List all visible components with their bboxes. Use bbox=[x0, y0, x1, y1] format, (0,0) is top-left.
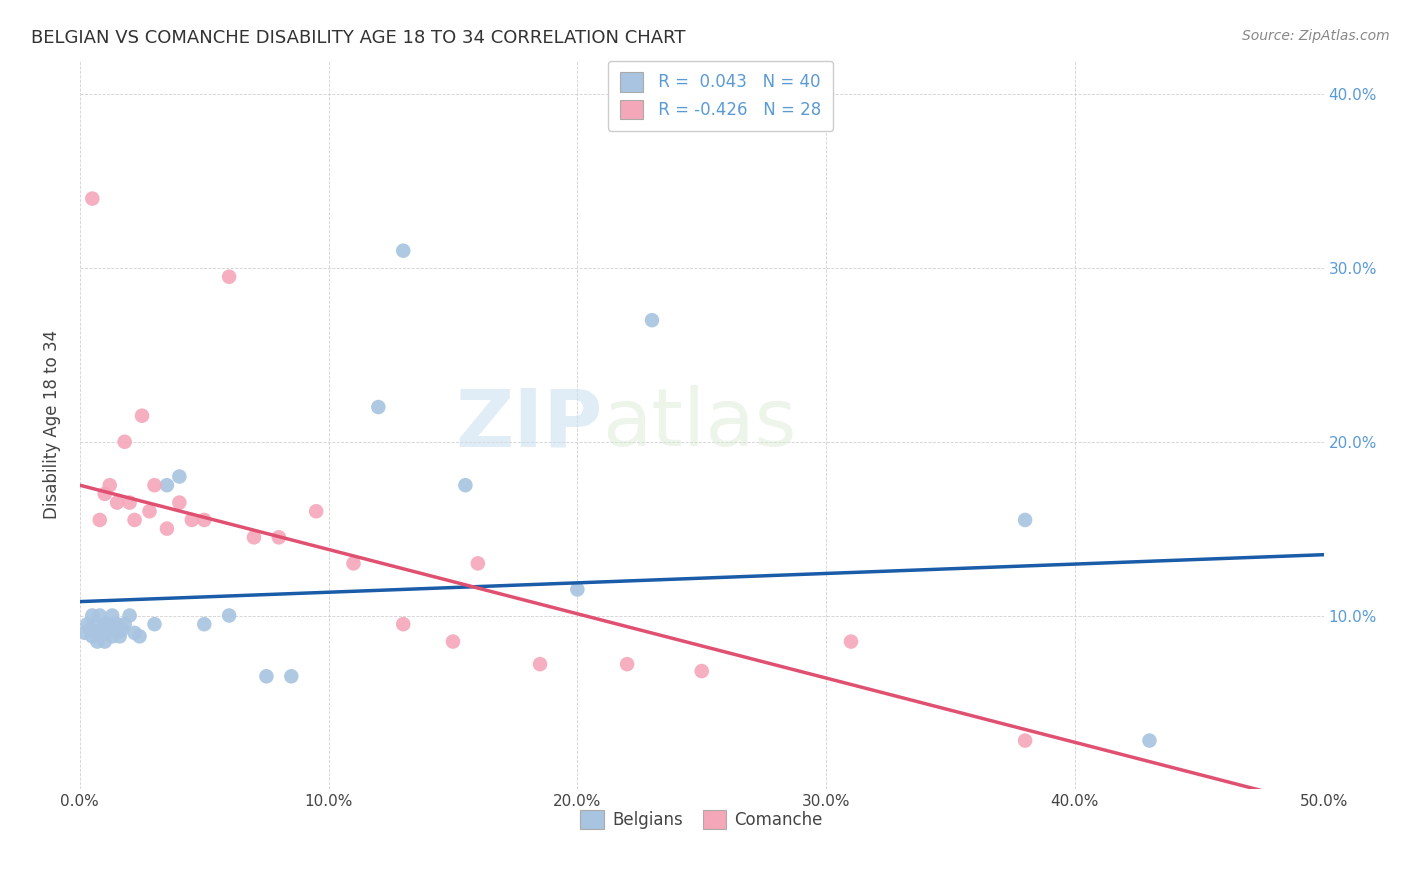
Point bbox=[118, 608, 141, 623]
Point bbox=[82, 629, 104, 643]
Point bbox=[280, 669, 302, 683]
Point bbox=[180, 513, 202, 527]
Point bbox=[105, 617, 128, 632]
Point bbox=[193, 617, 215, 632]
Point bbox=[93, 634, 115, 648]
Point bbox=[567, 582, 589, 597]
Point bbox=[1139, 733, 1161, 747]
Point bbox=[367, 400, 389, 414]
Point bbox=[193, 513, 215, 527]
Point bbox=[441, 634, 464, 648]
Text: BELGIAN VS COMANCHE DISABILITY AGE 18 TO 34 CORRELATION CHART: BELGIAN VS COMANCHE DISABILITY AGE 18 TO… bbox=[31, 29, 686, 46]
Point bbox=[82, 192, 104, 206]
Point bbox=[76, 617, 98, 632]
Point bbox=[93, 625, 115, 640]
Point bbox=[93, 487, 115, 501]
Point bbox=[128, 629, 150, 643]
Point bbox=[267, 530, 290, 544]
Point bbox=[218, 608, 240, 623]
Point bbox=[105, 625, 128, 640]
Point bbox=[73, 625, 96, 640]
Point bbox=[82, 608, 104, 623]
Point bbox=[143, 617, 166, 632]
Point bbox=[114, 434, 136, 449]
Point bbox=[392, 617, 415, 632]
Text: ZIP: ZIP bbox=[456, 385, 602, 464]
Point bbox=[169, 469, 191, 483]
Point bbox=[79, 623, 101, 637]
Point bbox=[342, 557, 364, 571]
Point bbox=[392, 244, 415, 258]
Point bbox=[86, 625, 108, 640]
Point bbox=[839, 634, 862, 648]
Point bbox=[131, 409, 153, 423]
Point bbox=[101, 608, 124, 623]
Point bbox=[83, 617, 105, 632]
Point bbox=[101, 629, 124, 643]
Point bbox=[91, 623, 114, 637]
Point bbox=[108, 629, 131, 643]
Point bbox=[143, 478, 166, 492]
Point bbox=[93, 617, 115, 632]
Point bbox=[98, 617, 121, 632]
Point bbox=[105, 495, 128, 509]
Point bbox=[89, 513, 111, 527]
Y-axis label: Disability Age 18 to 34: Disability Age 18 to 34 bbox=[44, 330, 60, 519]
Point bbox=[118, 495, 141, 509]
Point bbox=[156, 522, 179, 536]
Point bbox=[96, 623, 118, 637]
Point bbox=[124, 513, 146, 527]
Point bbox=[169, 495, 191, 509]
Point bbox=[124, 625, 146, 640]
Point bbox=[86, 634, 108, 648]
Point bbox=[114, 617, 136, 632]
Point bbox=[104, 623, 127, 637]
Text: atlas: atlas bbox=[602, 385, 797, 464]
Point bbox=[454, 478, 477, 492]
Point bbox=[641, 313, 664, 327]
Point bbox=[218, 269, 240, 284]
Point bbox=[1014, 733, 1036, 747]
Point bbox=[467, 557, 489, 571]
Point bbox=[111, 623, 134, 637]
Point bbox=[89, 608, 111, 623]
Point bbox=[616, 657, 638, 672]
Point bbox=[138, 504, 160, 518]
Point bbox=[156, 478, 179, 492]
Point bbox=[243, 530, 266, 544]
Point bbox=[1014, 513, 1036, 527]
Point bbox=[254, 669, 277, 683]
Point bbox=[305, 504, 328, 518]
Text: Source: ZipAtlas.com: Source: ZipAtlas.com bbox=[1241, 29, 1389, 43]
Point bbox=[98, 478, 121, 492]
Point bbox=[529, 657, 551, 672]
Legend: Belgians, Comanche: Belgians, Comanche bbox=[574, 803, 830, 836]
Point bbox=[690, 664, 713, 678]
